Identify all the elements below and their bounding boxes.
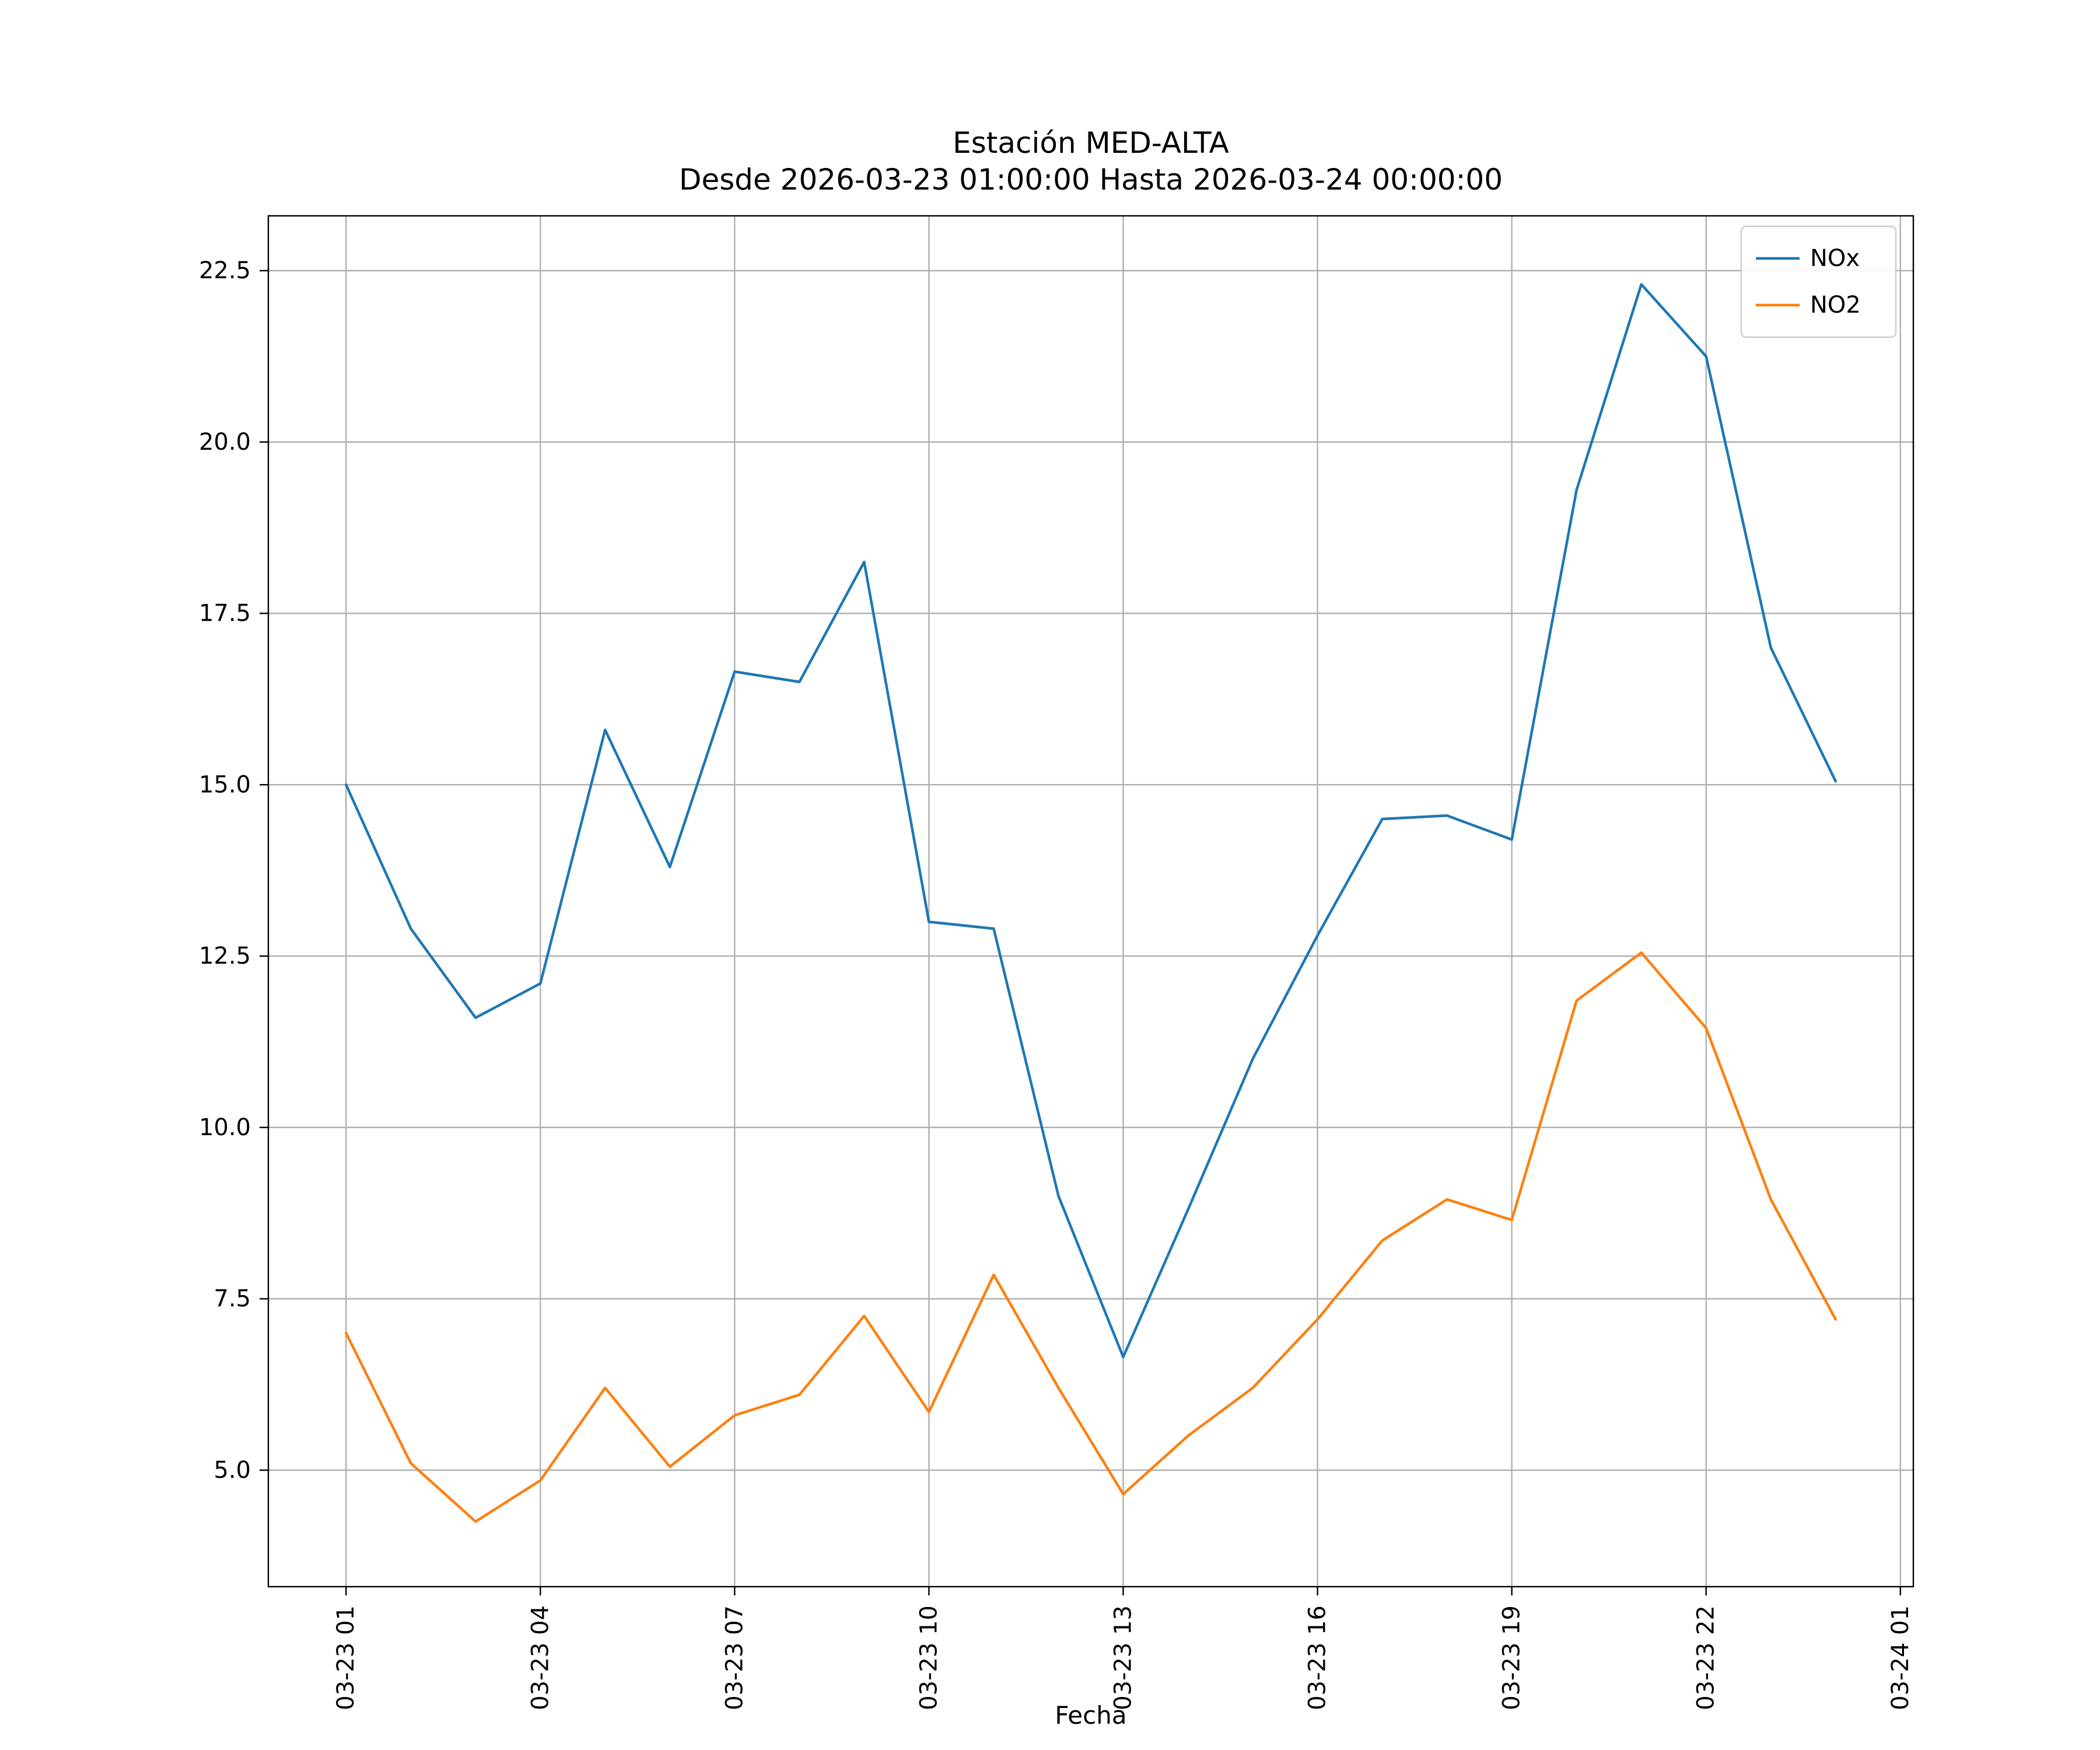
x-tick-label: 03-23 22	[1693, 1605, 1720, 1710]
axes-frame	[267, 215, 1915, 1588]
series-line-nox	[344, 283, 1838, 1359]
x-tick-label: 03-23 04	[527, 1605, 554, 1710]
legend: NOx NO2	[1740, 225, 1897, 338]
x-tick-label: 03-23 16	[1304, 1605, 1331, 1710]
series-line-no2	[344, 951, 1838, 1523]
grid-layer	[268, 216, 1913, 1587]
y-tick-label: 15.0	[199, 771, 251, 798]
x-tick-label: 03-23 13	[1110, 1605, 1137, 1710]
x-tick-label: 03-23 19	[1499, 1605, 1525, 1710]
axes-layer: 03-23 01 03-23 04 03-23 07 03-23 10 03-23 13…	[199, 215, 1915, 1710]
legend-label-no2: NO2	[1810, 292, 1861, 318]
y-tick-label: 22.5	[199, 257, 251, 284]
x-axis-label: Fecha	[1055, 1701, 1126, 1730]
x-tick-label: 03-23 07	[721, 1605, 748, 1710]
x-tick-label: 03-23 10	[915, 1605, 942, 1710]
y-tick-label: 12.5	[199, 943, 251, 970]
x-tick-label: 03-23 01	[332, 1605, 359, 1710]
legend-label-nox: NOx	[1810, 245, 1860, 272]
series-layer	[344, 283, 1838, 1523]
y-tick-label: 10.0	[199, 1114, 251, 1141]
chart-title: Estación MED-ALTA	[953, 126, 1229, 160]
x-tick-label: 03-24 01	[1887, 1605, 1914, 1710]
chart-subtitle: Desde 2026-03-23 01:00:00 Hasta 2026-03-…	[679, 163, 1503, 197]
y-tick-label: 5.0	[214, 1457, 251, 1483]
y-tick-label: 17.5	[199, 600, 251, 627]
y-tick-label: 7.5	[214, 1286, 251, 1312]
legend-box	[1740, 225, 1897, 338]
y-tick-label: 20.0	[199, 429, 251, 456]
